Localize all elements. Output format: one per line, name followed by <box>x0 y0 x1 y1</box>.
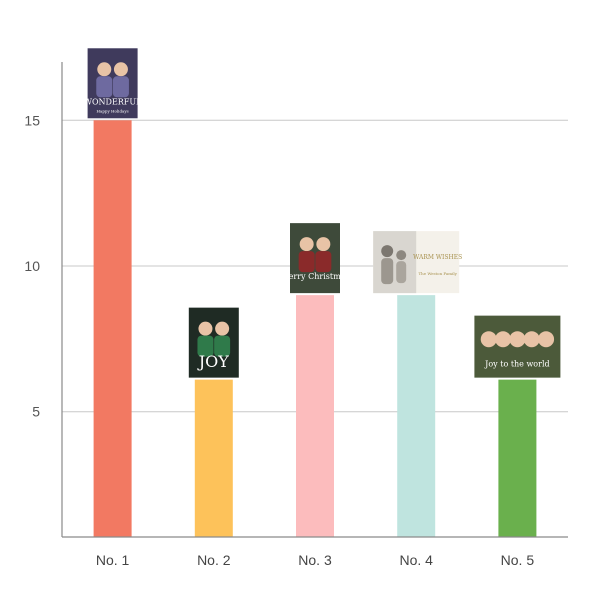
warm-wishes-card-icon: WARM WISHES The Weston Family <box>373 231 462 294</box>
bar-3 <box>296 295 334 537</box>
card-figure <box>214 335 231 357</box>
card-background <box>290 223 340 294</box>
group-photo-card-icon: Joy to the world <box>474 315 561 378</box>
card-figure <box>112 76 129 98</box>
bar-2 <box>194 379 233 537</box>
bars <box>93 120 537 537</box>
card-subtitle: Happy Holidays <box>96 108 128 113</box>
card-figure <box>197 335 214 357</box>
y-tick-label-10: 10 <box>24 258 40 274</box>
y-tick-label-5: 5 <box>32 404 40 420</box>
bar-5 <box>498 379 537 537</box>
card-figure <box>495 331 512 348</box>
photo-cards: WONDERFUL Happy Holidays JOY Merry Christma… <box>84 48 561 378</box>
card-figure <box>396 261 407 284</box>
x-axis-labels: No. 1 No. 2 No. 3 No. 4 No. 5 <box>96 552 534 568</box>
card-figure <box>381 258 394 285</box>
x-tick-label-2: No. 2 <box>197 552 231 568</box>
card-figure <box>480 331 497 348</box>
card-figure <box>97 62 112 77</box>
card-background <box>87 48 138 119</box>
card-figure <box>113 62 128 77</box>
card-figure <box>198 321 213 336</box>
kids-photo-card-icon: Merry Christmas <box>280 223 350 294</box>
card-figure <box>381 245 394 258</box>
x-tick-label-3: No. 3 <box>298 552 332 568</box>
card-figure <box>509 331 526 348</box>
couple-photo-card-icon: JOY <box>188 307 239 378</box>
card-figure <box>396 250 407 261</box>
card-figure <box>316 237 331 252</box>
card-figure <box>96 76 113 98</box>
card-title: Merry Christmas <box>280 272 349 281</box>
card-figure <box>523 331 540 348</box>
card-figure <box>315 251 332 273</box>
bar-4 <box>397 295 436 537</box>
card-subtitle: The Weston Family <box>418 271 457 276</box>
x-tick-label-5: No. 5 <box>501 552 535 568</box>
card-figure <box>215 321 230 336</box>
card-figure <box>299 237 314 252</box>
card-title: Joy to the world <box>484 359 549 368</box>
card-background <box>188 307 239 378</box>
card-figure <box>538 331 555 348</box>
y-axis-ticks: 5 10 15 <box>24 112 40 419</box>
x-tick-label-4: No. 4 <box>399 552 433 568</box>
card-title: WONDERFUL <box>84 97 142 106</box>
card-figure <box>298 251 315 273</box>
bar-1 <box>93 120 132 537</box>
y-tick-label-15: 15 <box>24 112 40 128</box>
family-photo-card-icon: WONDERFUL Happy Holidays <box>84 48 142 119</box>
card-photo-panel <box>373 231 417 294</box>
x-tick-label-1: No. 1 <box>96 552 130 568</box>
card-title: JOY <box>197 352 230 371</box>
card-title: WARM WISHES <box>413 254 462 261</box>
